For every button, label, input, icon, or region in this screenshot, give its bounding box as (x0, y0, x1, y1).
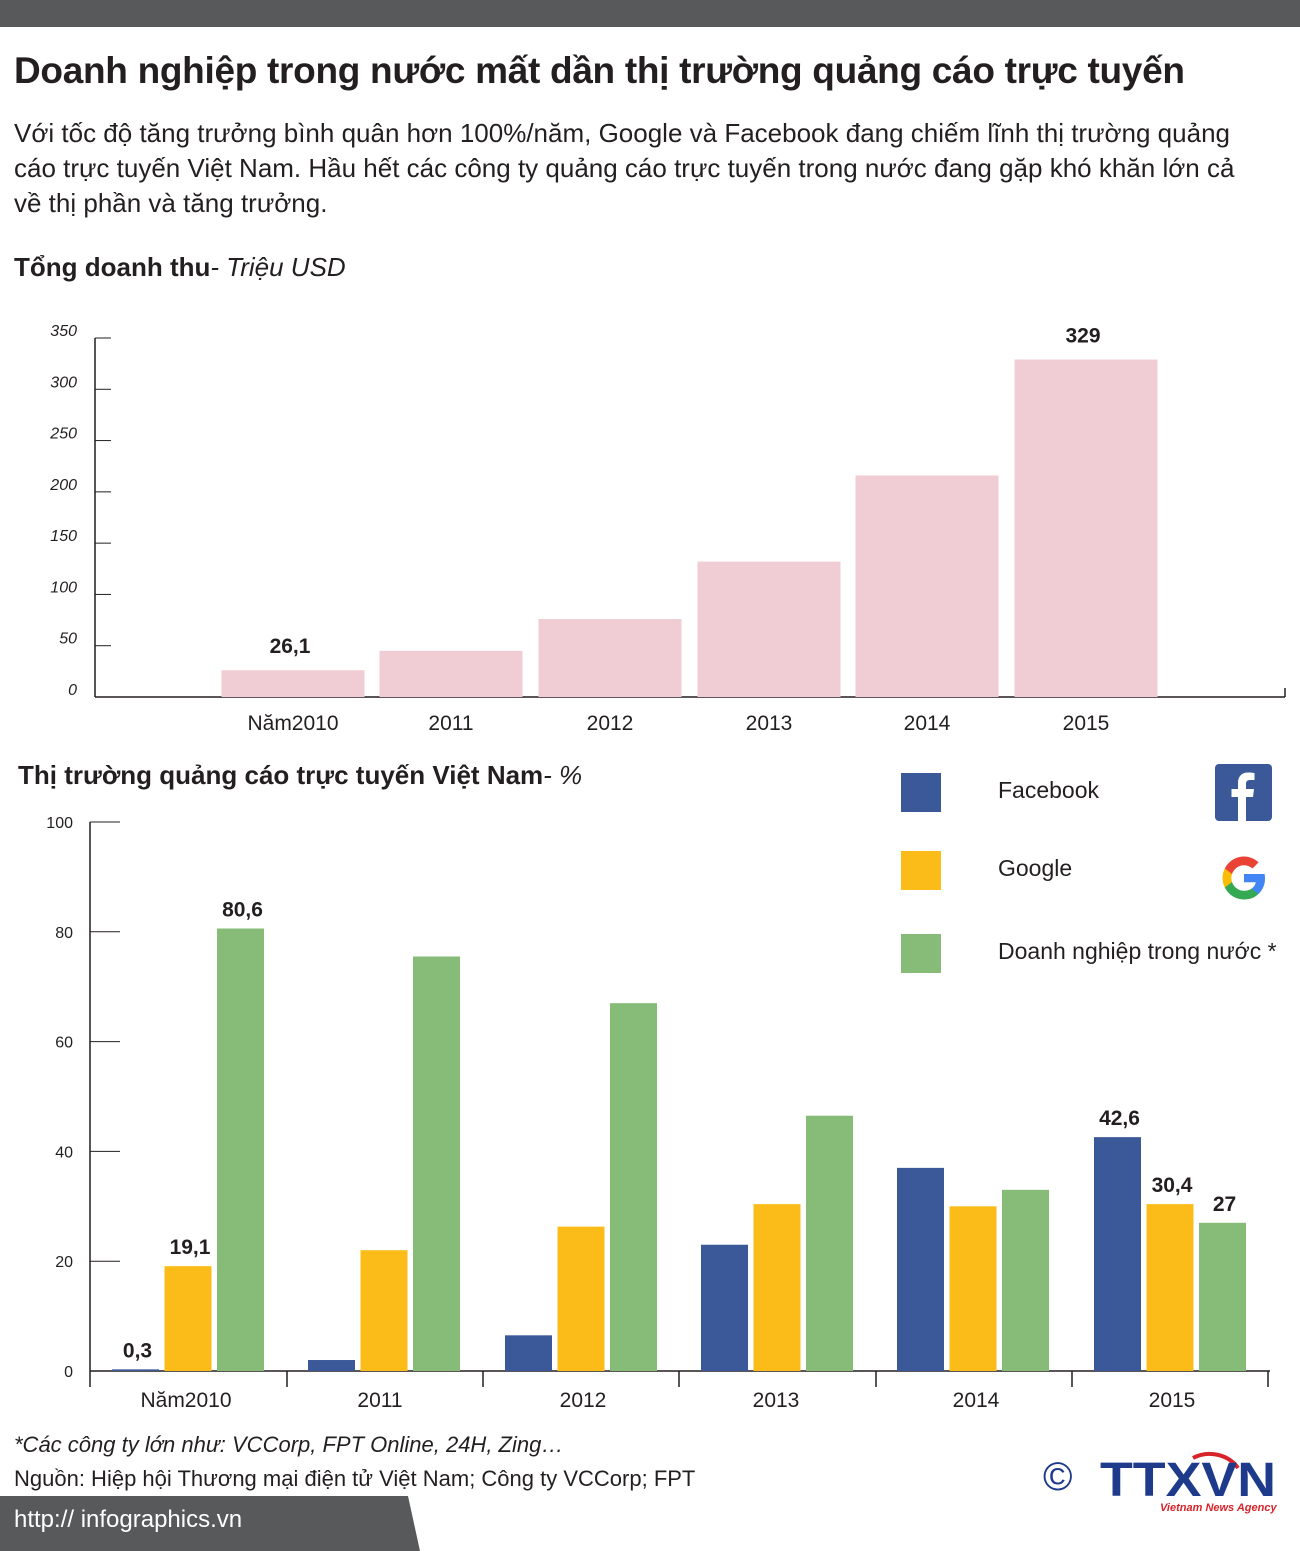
domestic-bar (806, 1115, 853, 1371)
y-tick-label: 60 (55, 1035, 73, 1052)
y-tick-label: 100 (46, 815, 73, 832)
revenue-title-text: Tổng doanh thu (14, 252, 211, 282)
y-tick-label: 250 (49, 426, 77, 443)
source-note: Nguồn: Hiệp hội Thương mại điện tử Việt … (14, 1466, 696, 1491)
facebook-bar (701, 1244, 748, 1371)
ttxvn-wordmark: TTXVN (1100, 1454, 1276, 1507)
domestic-bar (413, 956, 460, 1371)
y-tick-label: 150 (50, 528, 77, 545)
y-tick-label: 80 (55, 925, 73, 942)
y-tick-label: 0 (64, 1364, 73, 1381)
google-logo-icon (1222, 856, 1265, 900)
facebook-bar (1094, 1137, 1141, 1371)
google-bar (164, 1266, 212, 1371)
legend-label-facebook: Facebook (998, 777, 1100, 803)
domestic-bar (1199, 1222, 1246, 1371)
y-tick-label: 100 (50, 579, 77, 596)
revenue-section-title: Tổng doanh thu- Triệu USD (14, 252, 346, 283)
facebook-logo-icon (1215, 764, 1272, 821)
legend-swatch-google (901, 851, 941, 890)
x-tick-label: 2014 (904, 712, 951, 735)
bar-value-label: 27 (1213, 1193, 1236, 1216)
revenue-bar (697, 561, 841, 697)
domestic-bar (610, 1003, 657, 1371)
x-tick-label: Năm2010 (140, 1389, 231, 1412)
revenue-bar (379, 650, 523, 697)
bar-value-label: 42,6 (1099, 1107, 1140, 1130)
bar-value-label: 26,1 (270, 635, 311, 658)
facebook-bar (112, 1369, 159, 1371)
y-tick-label: 40 (55, 1144, 73, 1161)
x-tick-label: Năm2010 (247, 712, 338, 735)
bottom-bar: http:// infographics.vn (0, 1496, 1300, 1551)
x-tick-label: 2015 (1063, 712, 1110, 735)
ttxvn-logo: TTXVN Vietnam News Agency (1100, 1451, 1277, 1514)
x-tick-label: 2011 (357, 1389, 402, 1412)
x-tick-label: 2012 (587, 712, 634, 735)
market-unit: - % (543, 760, 583, 790)
market-section-title: Thị trường quảng cáo trực tuyến Việt Nam… (18, 760, 582, 791)
x-tick-label: 2012 (560, 1389, 607, 1412)
google-bar (1146, 1204, 1194, 1371)
page-title: Doanh nghiệp trong nước mất dần thị trườ… (14, 50, 1185, 91)
facebook-bar (308, 1360, 355, 1371)
footnote: *Các công ty lớn như: VCCorp, FPT Online… (14, 1432, 564, 1457)
revenue-bar (855, 475, 999, 697)
revenue-bar (221, 670, 365, 697)
x-tick-label: 2011 (428, 712, 473, 735)
x-tick-label: 2013 (753, 1389, 800, 1412)
google-bar (557, 1226, 605, 1371)
bar-value-label: 80,6 (222, 899, 263, 922)
legend-item-facebook: Facebook (901, 773, 1291, 813)
revenue-chart: 0 50 100 150 200 250 300 350 Năm2010 26,1 2011 2012… (49, 323, 1286, 735)
market-share-chart: 0 20 40 60 80 100 Năm2010 0,3 19,1 80,6 2011 2012 20… (46, 815, 1270, 1412)
x-tick-label: 2013 (746, 712, 793, 735)
copyright-icon: © (1043, 1455, 1073, 1499)
facebook-bar (505, 1335, 552, 1371)
website-url[interactable]: http:// infographics.vn (14, 1506, 243, 1533)
facebook-bar (897, 1167, 944, 1371)
legend-swatch-domestic (901, 934, 941, 973)
legend-swatch-facebook (901, 773, 941, 812)
google-bar (949, 1206, 997, 1371)
x-tick-label: 2014 (953, 1389, 1000, 1412)
bar-value-label: 30,4 (1152, 1174, 1193, 1197)
intro-text: Với tốc độ tăng trưởng bình quân hơn 100… (14, 118, 1235, 218)
y-tick-label: 300 (50, 374, 77, 391)
revenue-bar (1014, 359, 1158, 697)
y-tick-label: 350 (50, 323, 77, 340)
revenue-unit: - Triệu USD (210, 252, 346, 282)
y-tick-label: 50 (59, 631, 77, 648)
bar-value-label: 0,3 (123, 1339, 152, 1362)
y-tick-label: 0 (68, 682, 77, 699)
legend-label-domestic: Doanh nghiệp trong nước * (998, 938, 1277, 964)
x-tick-label: 2015 (1149, 1389, 1196, 1412)
domestic-bar (217, 928, 264, 1371)
google-bar (360, 1250, 408, 1371)
market-title-text: Thị trường quảng cáo trực tuyến Việt Nam (18, 760, 544, 790)
legend-label-google: Google (998, 855, 1073, 881)
domestic-bar (1002, 1189, 1049, 1371)
y-tick-label: 20 (55, 1254, 73, 1271)
bar-value-label: 329 (1065, 325, 1100, 348)
ttxvn-subtitle: Vietnam News Agency (1160, 1502, 1277, 1514)
top-bar (0, 0, 1300, 27)
bar-value-label: 19,1 (170, 1236, 211, 1259)
legend-item-google: Google (901, 851, 1291, 891)
google-bar (753, 1204, 801, 1371)
y-tick-label: 200 (49, 477, 77, 494)
legend-item-domestic: Doanh nghiệp trong nước * (901, 934, 1291, 974)
revenue-bar (538, 619, 682, 697)
